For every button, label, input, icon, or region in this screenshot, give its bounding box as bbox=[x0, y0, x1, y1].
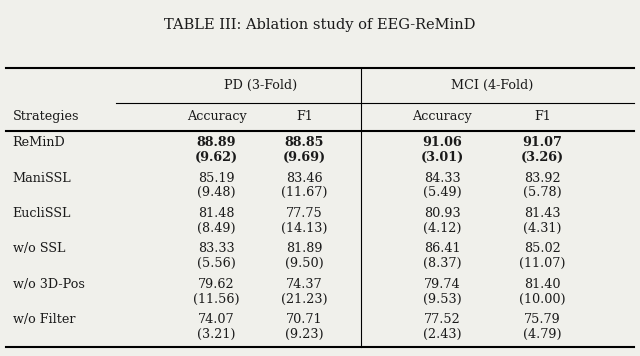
Text: 88.89: 88.89 bbox=[196, 136, 236, 149]
Text: 85.02: 85.02 bbox=[524, 242, 561, 256]
Text: (8.49): (8.49) bbox=[197, 222, 236, 235]
Text: (4.31): (4.31) bbox=[524, 222, 562, 235]
Text: (5.49): (5.49) bbox=[423, 187, 461, 199]
Text: (11.07): (11.07) bbox=[520, 257, 566, 271]
Text: 77.52: 77.52 bbox=[424, 313, 461, 326]
Text: Accuracy: Accuracy bbox=[187, 110, 246, 124]
Text: 81.40: 81.40 bbox=[524, 278, 561, 291]
Text: ManiSSL: ManiSSL bbox=[13, 172, 71, 184]
Text: TABLE III: Ablation study of EEG-ReMinD: TABLE III: Ablation study of EEG-ReMinD bbox=[164, 17, 476, 32]
Text: 83.46: 83.46 bbox=[286, 172, 323, 184]
Text: (9.53): (9.53) bbox=[423, 293, 461, 306]
Text: 79.62: 79.62 bbox=[198, 278, 235, 291]
Text: (14.13): (14.13) bbox=[281, 222, 328, 235]
Text: 88.85: 88.85 bbox=[285, 136, 324, 149]
Text: 86.41: 86.41 bbox=[424, 242, 461, 256]
Text: (2.43): (2.43) bbox=[423, 328, 461, 341]
Text: (3.21): (3.21) bbox=[197, 328, 236, 341]
Text: (10.00): (10.00) bbox=[519, 293, 566, 306]
Text: 79.74: 79.74 bbox=[424, 278, 461, 291]
Text: 81.43: 81.43 bbox=[524, 207, 561, 220]
Text: (9.50): (9.50) bbox=[285, 257, 324, 271]
Text: F1: F1 bbox=[296, 110, 313, 124]
Text: (9.69): (9.69) bbox=[283, 151, 326, 164]
Text: Accuracy: Accuracy bbox=[412, 110, 472, 124]
Text: MCI (4-Fold): MCI (4-Fold) bbox=[451, 79, 534, 92]
Text: 77.75: 77.75 bbox=[286, 207, 323, 220]
Text: EucliSSL: EucliSSL bbox=[13, 207, 71, 220]
Text: 74.07: 74.07 bbox=[198, 313, 235, 326]
Text: 81.89: 81.89 bbox=[286, 242, 323, 256]
Text: 91.07: 91.07 bbox=[523, 136, 563, 149]
Text: 91.06: 91.06 bbox=[422, 136, 462, 149]
Text: 74.37: 74.37 bbox=[286, 278, 323, 291]
Text: 70.71: 70.71 bbox=[286, 313, 323, 326]
Text: (4.79): (4.79) bbox=[524, 328, 562, 341]
Text: (8.37): (8.37) bbox=[423, 257, 461, 271]
Text: 80.93: 80.93 bbox=[424, 207, 461, 220]
Text: (5.78): (5.78) bbox=[524, 187, 562, 199]
Text: 75.79: 75.79 bbox=[524, 313, 561, 326]
Text: (11.67): (11.67) bbox=[281, 187, 328, 199]
Text: (21.23): (21.23) bbox=[281, 293, 328, 306]
Text: 81.48: 81.48 bbox=[198, 207, 235, 220]
Text: w/o Filter: w/o Filter bbox=[13, 313, 75, 326]
Text: (9.48): (9.48) bbox=[197, 187, 236, 199]
Text: w/o SSL: w/o SSL bbox=[13, 242, 65, 256]
Text: (9.62): (9.62) bbox=[195, 151, 238, 164]
Text: 85.19: 85.19 bbox=[198, 172, 235, 184]
Text: (4.12): (4.12) bbox=[423, 222, 461, 235]
Text: 84.33: 84.33 bbox=[424, 172, 461, 184]
Text: ReMinD: ReMinD bbox=[13, 136, 65, 149]
Text: 83.33: 83.33 bbox=[198, 242, 235, 256]
Text: (9.23): (9.23) bbox=[285, 328, 324, 341]
Text: F1: F1 bbox=[534, 110, 551, 124]
Text: (3.26): (3.26) bbox=[521, 151, 564, 164]
Text: w/o 3D-Pos: w/o 3D-Pos bbox=[13, 278, 84, 291]
Text: PD (3-Fold): PD (3-Fold) bbox=[224, 79, 297, 92]
Text: (5.56): (5.56) bbox=[197, 257, 236, 271]
Text: (11.56): (11.56) bbox=[193, 293, 240, 306]
Text: Strategies: Strategies bbox=[13, 110, 79, 124]
Text: (3.01): (3.01) bbox=[420, 151, 464, 164]
Text: 83.92: 83.92 bbox=[524, 172, 561, 184]
